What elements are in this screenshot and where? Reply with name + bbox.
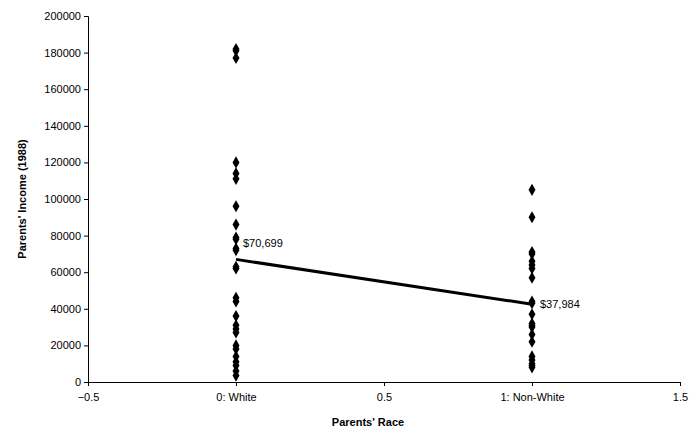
y-tick: 140000	[44, 120, 88, 132]
y-tick: 20000	[50, 339, 88, 351]
y-tick-mark	[84, 199, 88, 200]
y-tick: 40000	[50, 303, 88, 315]
y-tick: 0	[75, 376, 88, 388]
y-tick-label: 0	[75, 376, 81, 388]
x-tick: −0.5	[78, 382, 100, 403]
chart: 0 20000 40000 60000 80000 100000 120000 140000 1…	[0, 0, 700, 444]
point	[233, 219, 240, 231]
y-axis-line	[84, 17, 89, 383]
y-tick: 120000	[44, 156, 88, 168]
y-tick-label: 140000	[44, 120, 81, 132]
y-tick: 60000	[50, 266, 88, 278]
point	[233, 52, 240, 64]
x-tick-label: 0.5	[377, 391, 392, 403]
x-tick-label: −0.5	[78, 391, 100, 403]
y-tick-mark	[84, 272, 88, 273]
y-tick-label: 80000	[50, 230, 81, 242]
y-axis: 0 20000 40000 60000 80000 100000 120000 140000 1…	[44, 10, 88, 388]
x-tick-mark	[384, 382, 385, 386]
x-tick-label: 1.5	[673, 391, 688, 403]
point	[233, 295, 240, 307]
point	[233, 244, 240, 256]
y-tick-label: 120000	[44, 156, 81, 168]
point	[529, 211, 536, 223]
y-tick-mark	[84, 382, 88, 383]
x-axis: −0.5 0: White 0.5 1: Non-White 1.5	[78, 382, 689, 403]
y-tick-mark	[84, 162, 88, 163]
y-axis-title: Parents' Income (1988)	[16, 139, 28, 259]
x-tick-mark	[680, 382, 681, 386]
y-tick: 180000	[44, 47, 88, 59]
y-tick-label: 60000	[50, 266, 81, 278]
y-tick-mark	[84, 53, 88, 54]
point	[233, 156, 240, 168]
y-tick-mark	[84, 309, 88, 310]
point	[233, 370, 240, 382]
line	[236, 259, 532, 304]
y-tick: 100000	[44, 193, 88, 205]
annotation: $37,984	[540, 298, 580, 310]
x-tick-mark	[532, 382, 533, 386]
y-tick-label: 40000	[50, 303, 81, 315]
y-tick: 160000	[44, 83, 88, 95]
y-tick-mark	[84, 89, 88, 90]
plot-area	[233, 43, 536, 382]
point	[529, 272, 536, 284]
y-tick-mark	[84, 345, 88, 346]
x-tick: 0: White	[216, 382, 256, 403]
point	[233, 263, 240, 275]
y-tick-label: 100000	[44, 193, 81, 205]
x-tick-label: 1: Non-White	[500, 391, 564, 403]
x-tick: 1: Non-White	[500, 382, 564, 403]
x-tick-label: 0: White	[216, 391, 256, 403]
y-tick-mark	[84, 16, 88, 17]
x-tick-mark	[236, 382, 237, 386]
point	[529, 361, 536, 373]
x-tick: 1.5	[673, 382, 688, 403]
x-axis-title: Parents' Race	[332, 416, 404, 428]
y-tick-label: 200000	[44, 10, 81, 22]
annotation: $70,699	[243, 237, 283, 249]
x-axis-line	[89, 383, 681, 387]
y-tick-mark	[84, 126, 88, 127]
x-tick: 0.5	[377, 382, 392, 403]
point	[233, 173, 240, 185]
y-tick-label: 160000	[44, 83, 81, 95]
x-tick-mark	[88, 382, 89, 386]
point	[529, 336, 536, 348]
y-tick-label: 180000	[44, 47, 81, 59]
point	[529, 184, 536, 196]
point	[233, 200, 240, 212]
y-tick: 200000	[44, 10, 88, 22]
y-tick-mark	[84, 236, 88, 237]
y-tick-label: 20000	[50, 339, 81, 351]
y-tick: 80000	[50, 230, 88, 242]
point	[233, 327, 240, 339]
